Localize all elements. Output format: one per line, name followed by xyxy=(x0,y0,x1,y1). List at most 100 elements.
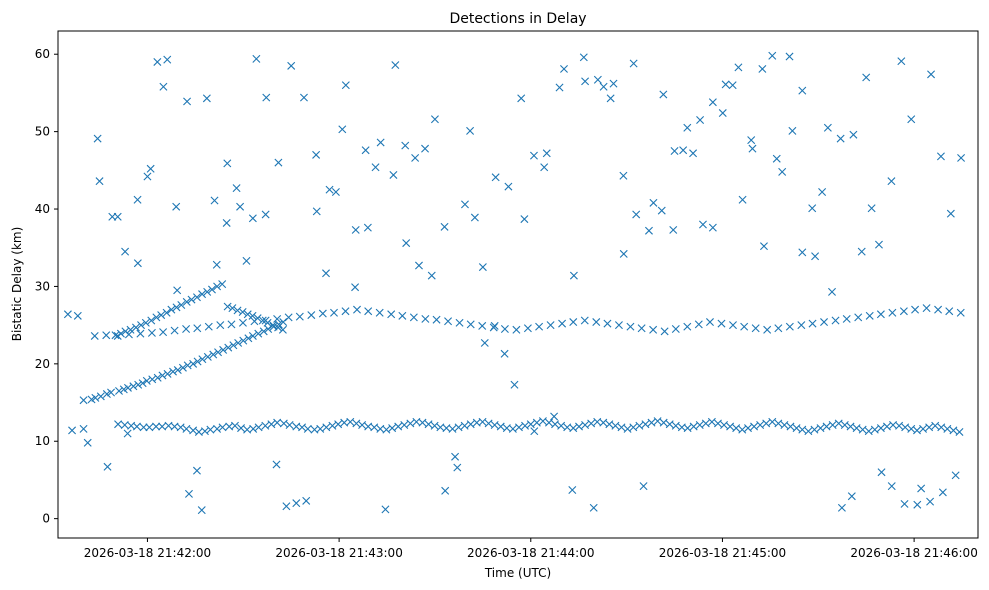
data-point xyxy=(203,287,212,296)
data-point xyxy=(361,146,370,155)
data-point xyxy=(254,423,263,432)
data-point xyxy=(158,371,167,380)
data-point xyxy=(248,214,257,223)
data-point xyxy=(907,115,916,124)
data-point xyxy=(569,424,578,433)
data-point xyxy=(629,423,638,432)
data-point xyxy=(696,116,705,125)
data-point xyxy=(798,86,807,95)
data-point xyxy=(238,318,247,327)
data-point xyxy=(453,463,462,472)
data-point xyxy=(852,424,861,433)
data-point xyxy=(611,421,620,430)
data-point xyxy=(508,424,517,433)
data-point xyxy=(931,421,940,430)
data-point xyxy=(238,307,247,316)
data-point xyxy=(173,286,182,295)
data-point xyxy=(649,325,658,334)
data-point xyxy=(282,502,291,511)
data-point xyxy=(440,222,449,231)
data-point xyxy=(768,417,777,426)
data-point xyxy=(183,97,192,106)
data-point xyxy=(307,311,316,320)
data-point xyxy=(945,307,954,316)
data-point xyxy=(248,331,257,340)
data-point xyxy=(262,93,271,102)
data-point xyxy=(900,499,909,508)
data-point xyxy=(555,83,564,92)
data-point xyxy=(430,115,439,124)
data-point xyxy=(363,223,372,232)
data-point xyxy=(325,185,334,194)
data-point xyxy=(261,210,270,219)
data-point xyxy=(816,424,825,433)
data-point xyxy=(113,331,122,340)
data-point xyxy=(500,349,509,358)
x-tick-label: 2026-03-18 21:43:00 xyxy=(275,546,402,560)
data-point xyxy=(689,149,698,158)
data-point xyxy=(842,314,851,323)
data-point xyxy=(351,225,360,234)
data-point xyxy=(182,297,191,306)
data-point xyxy=(592,318,601,327)
data-point xyxy=(219,345,228,354)
data-point xyxy=(202,94,211,103)
data-point xyxy=(778,167,787,176)
data-point xyxy=(820,318,829,327)
data-point xyxy=(331,188,340,196)
data-point xyxy=(632,210,641,219)
data-point xyxy=(788,126,797,135)
data-point xyxy=(133,259,142,268)
data-point xyxy=(414,261,423,270)
data-point xyxy=(623,424,632,433)
data-point xyxy=(867,204,876,213)
data-point xyxy=(897,57,906,66)
data-point xyxy=(798,248,807,257)
data-point xyxy=(496,422,505,431)
data-point xyxy=(153,373,162,382)
data-point xyxy=(913,500,922,509)
data-point xyxy=(520,215,529,224)
data-point xyxy=(738,425,747,434)
data-point xyxy=(599,82,608,91)
data-point xyxy=(141,318,150,327)
data-point xyxy=(213,424,222,433)
data-point xyxy=(302,496,311,505)
data-point xyxy=(603,319,612,328)
data-point xyxy=(73,311,82,320)
data-point xyxy=(694,320,703,329)
data-point xyxy=(568,486,577,494)
data-point xyxy=(460,421,469,430)
data-point xyxy=(550,412,559,421)
data-point xyxy=(145,423,154,432)
data-point xyxy=(887,177,896,186)
data-point xyxy=(695,421,704,429)
data-point xyxy=(792,424,801,433)
data-point xyxy=(223,159,232,168)
data-point xyxy=(925,423,934,432)
data-point xyxy=(581,77,590,86)
data-point xyxy=(182,325,191,333)
data-point xyxy=(614,321,623,330)
data-point xyxy=(273,314,282,323)
data-point xyxy=(934,305,943,314)
y-tick-label: 40 xyxy=(35,202,50,216)
data-point xyxy=(224,343,233,352)
data-point xyxy=(258,316,267,325)
data-point xyxy=(178,363,187,372)
data-point xyxy=(387,310,396,319)
data-point xyxy=(538,417,547,426)
data-point xyxy=(478,321,487,330)
data-point xyxy=(523,324,532,333)
data-point xyxy=(671,421,680,430)
data-point xyxy=(683,322,692,331)
data-point xyxy=(114,420,123,429)
data-point xyxy=(626,322,635,331)
data-point xyxy=(951,471,960,480)
data-point xyxy=(346,417,355,426)
data-point xyxy=(272,460,281,469)
data-point xyxy=(927,70,936,79)
data-point xyxy=(846,422,855,431)
data-point xyxy=(683,123,692,132)
